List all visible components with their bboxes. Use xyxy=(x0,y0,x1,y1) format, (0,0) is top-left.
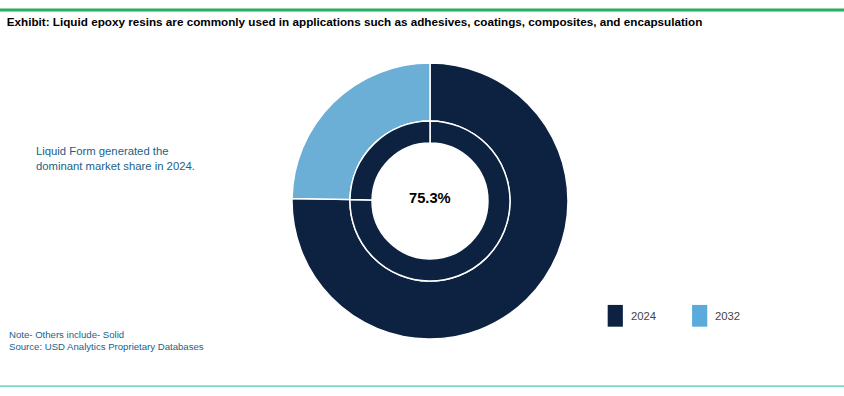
svg-text:Note- Others include- SolidSou: Note- Others include- SolidSource: USD A… xyxy=(9,329,204,352)
svg-text:Exhibit: Liquid epoxy resins a: Exhibit: Liquid epoxy resins are commonl… xyxy=(7,15,703,28)
svg-text:2024: 2024 xyxy=(631,310,656,322)
svg-text:75.3%: 75.3% xyxy=(409,190,451,206)
svg-text:2032: 2032 xyxy=(715,310,740,322)
svg-text:Liquid Form generated thedomin: Liquid Form generated thedominant market… xyxy=(36,145,195,172)
